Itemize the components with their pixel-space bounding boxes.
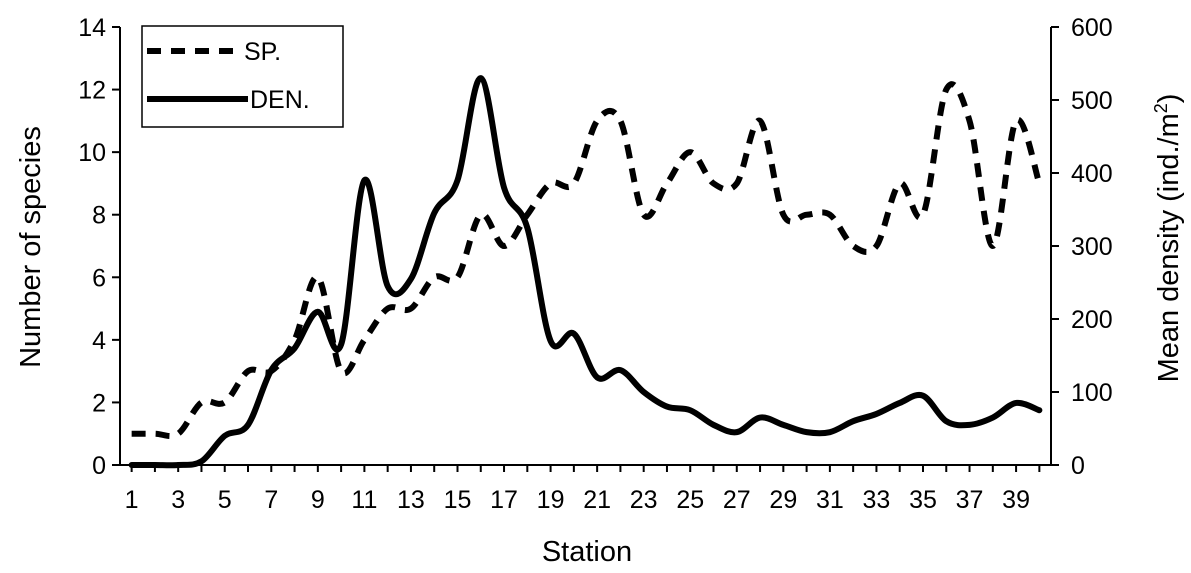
y2-tick-label: 500 bbox=[1071, 87, 1113, 115]
series-line-1 bbox=[128, 75, 1043, 469]
legend-label-den: DEN. bbox=[250, 86, 310, 114]
x-tick-label: 33 bbox=[863, 486, 891, 514]
y2-axis-title-sup: 2 bbox=[1151, 103, 1171, 113]
series-line-0 bbox=[131, 81, 1043, 440]
y-tick-label: 0 bbox=[92, 452, 106, 480]
x-tick-label: 21 bbox=[583, 486, 611, 514]
x-tick-label: 19 bbox=[537, 486, 565, 514]
x-tick-label: 1 bbox=[125, 486, 139, 514]
x-tick-label: 23 bbox=[630, 486, 658, 514]
x-tick-label: 15 bbox=[444, 486, 472, 514]
legend-label-sp: SP. bbox=[244, 38, 281, 66]
x-tick-label: 29 bbox=[769, 486, 797, 514]
x-tick-label: 27 bbox=[723, 486, 751, 514]
x-tick-label: 11 bbox=[351, 486, 377, 514]
y-tick-label: 14 bbox=[78, 14, 106, 42]
y-tick-label: 4 bbox=[92, 327, 106, 355]
y2-tick-label: 300 bbox=[1071, 233, 1113, 261]
y-tick-label: 6 bbox=[92, 264, 106, 292]
x-tick-label: 5 bbox=[218, 486, 232, 514]
y-axis-title: Number of species bbox=[15, 126, 47, 368]
x-axis-title: Station bbox=[542, 536, 632, 568]
x-tick-label: 39 bbox=[1002, 486, 1030, 514]
y2-tick-label: 600 bbox=[1071, 14, 1113, 42]
x-tick-label: 25 bbox=[676, 486, 704, 514]
y-tick-label: 12 bbox=[78, 77, 106, 105]
series-layer bbox=[128, 75, 1043, 469]
legend-box bbox=[141, 25, 344, 128]
x-tick-label: 7 bbox=[264, 486, 278, 514]
y2-axis-title-main: Mean density (ind./m bbox=[1153, 113, 1185, 382]
x-tick-label: 35 bbox=[909, 486, 937, 514]
y2-axis-title: Mean density (ind./m2) bbox=[1151, 94, 1185, 383]
y-tick-label: 10 bbox=[78, 139, 106, 167]
y-tick-label: 2 bbox=[92, 389, 106, 417]
x-tick-label: 37 bbox=[956, 486, 984, 514]
y2-tick-label: 100 bbox=[1071, 379, 1113, 407]
x-tick-label: 31 bbox=[816, 486, 844, 514]
x-tick-label: 13 bbox=[397, 486, 425, 514]
x-tick-label: 9 bbox=[311, 486, 325, 514]
y2-axis-title-close: ) bbox=[1153, 94, 1185, 104]
x-tick-label: 17 bbox=[490, 486, 518, 514]
y2-tick-label: 0 bbox=[1071, 452, 1085, 480]
legend: SP. DEN. bbox=[141, 25, 344, 128]
y-tick-label: 8 bbox=[92, 202, 106, 230]
y2-tick-label: 400 bbox=[1071, 160, 1113, 188]
y2-tick-label: 200 bbox=[1071, 306, 1113, 334]
x-tick-label: 3 bbox=[171, 486, 185, 514]
